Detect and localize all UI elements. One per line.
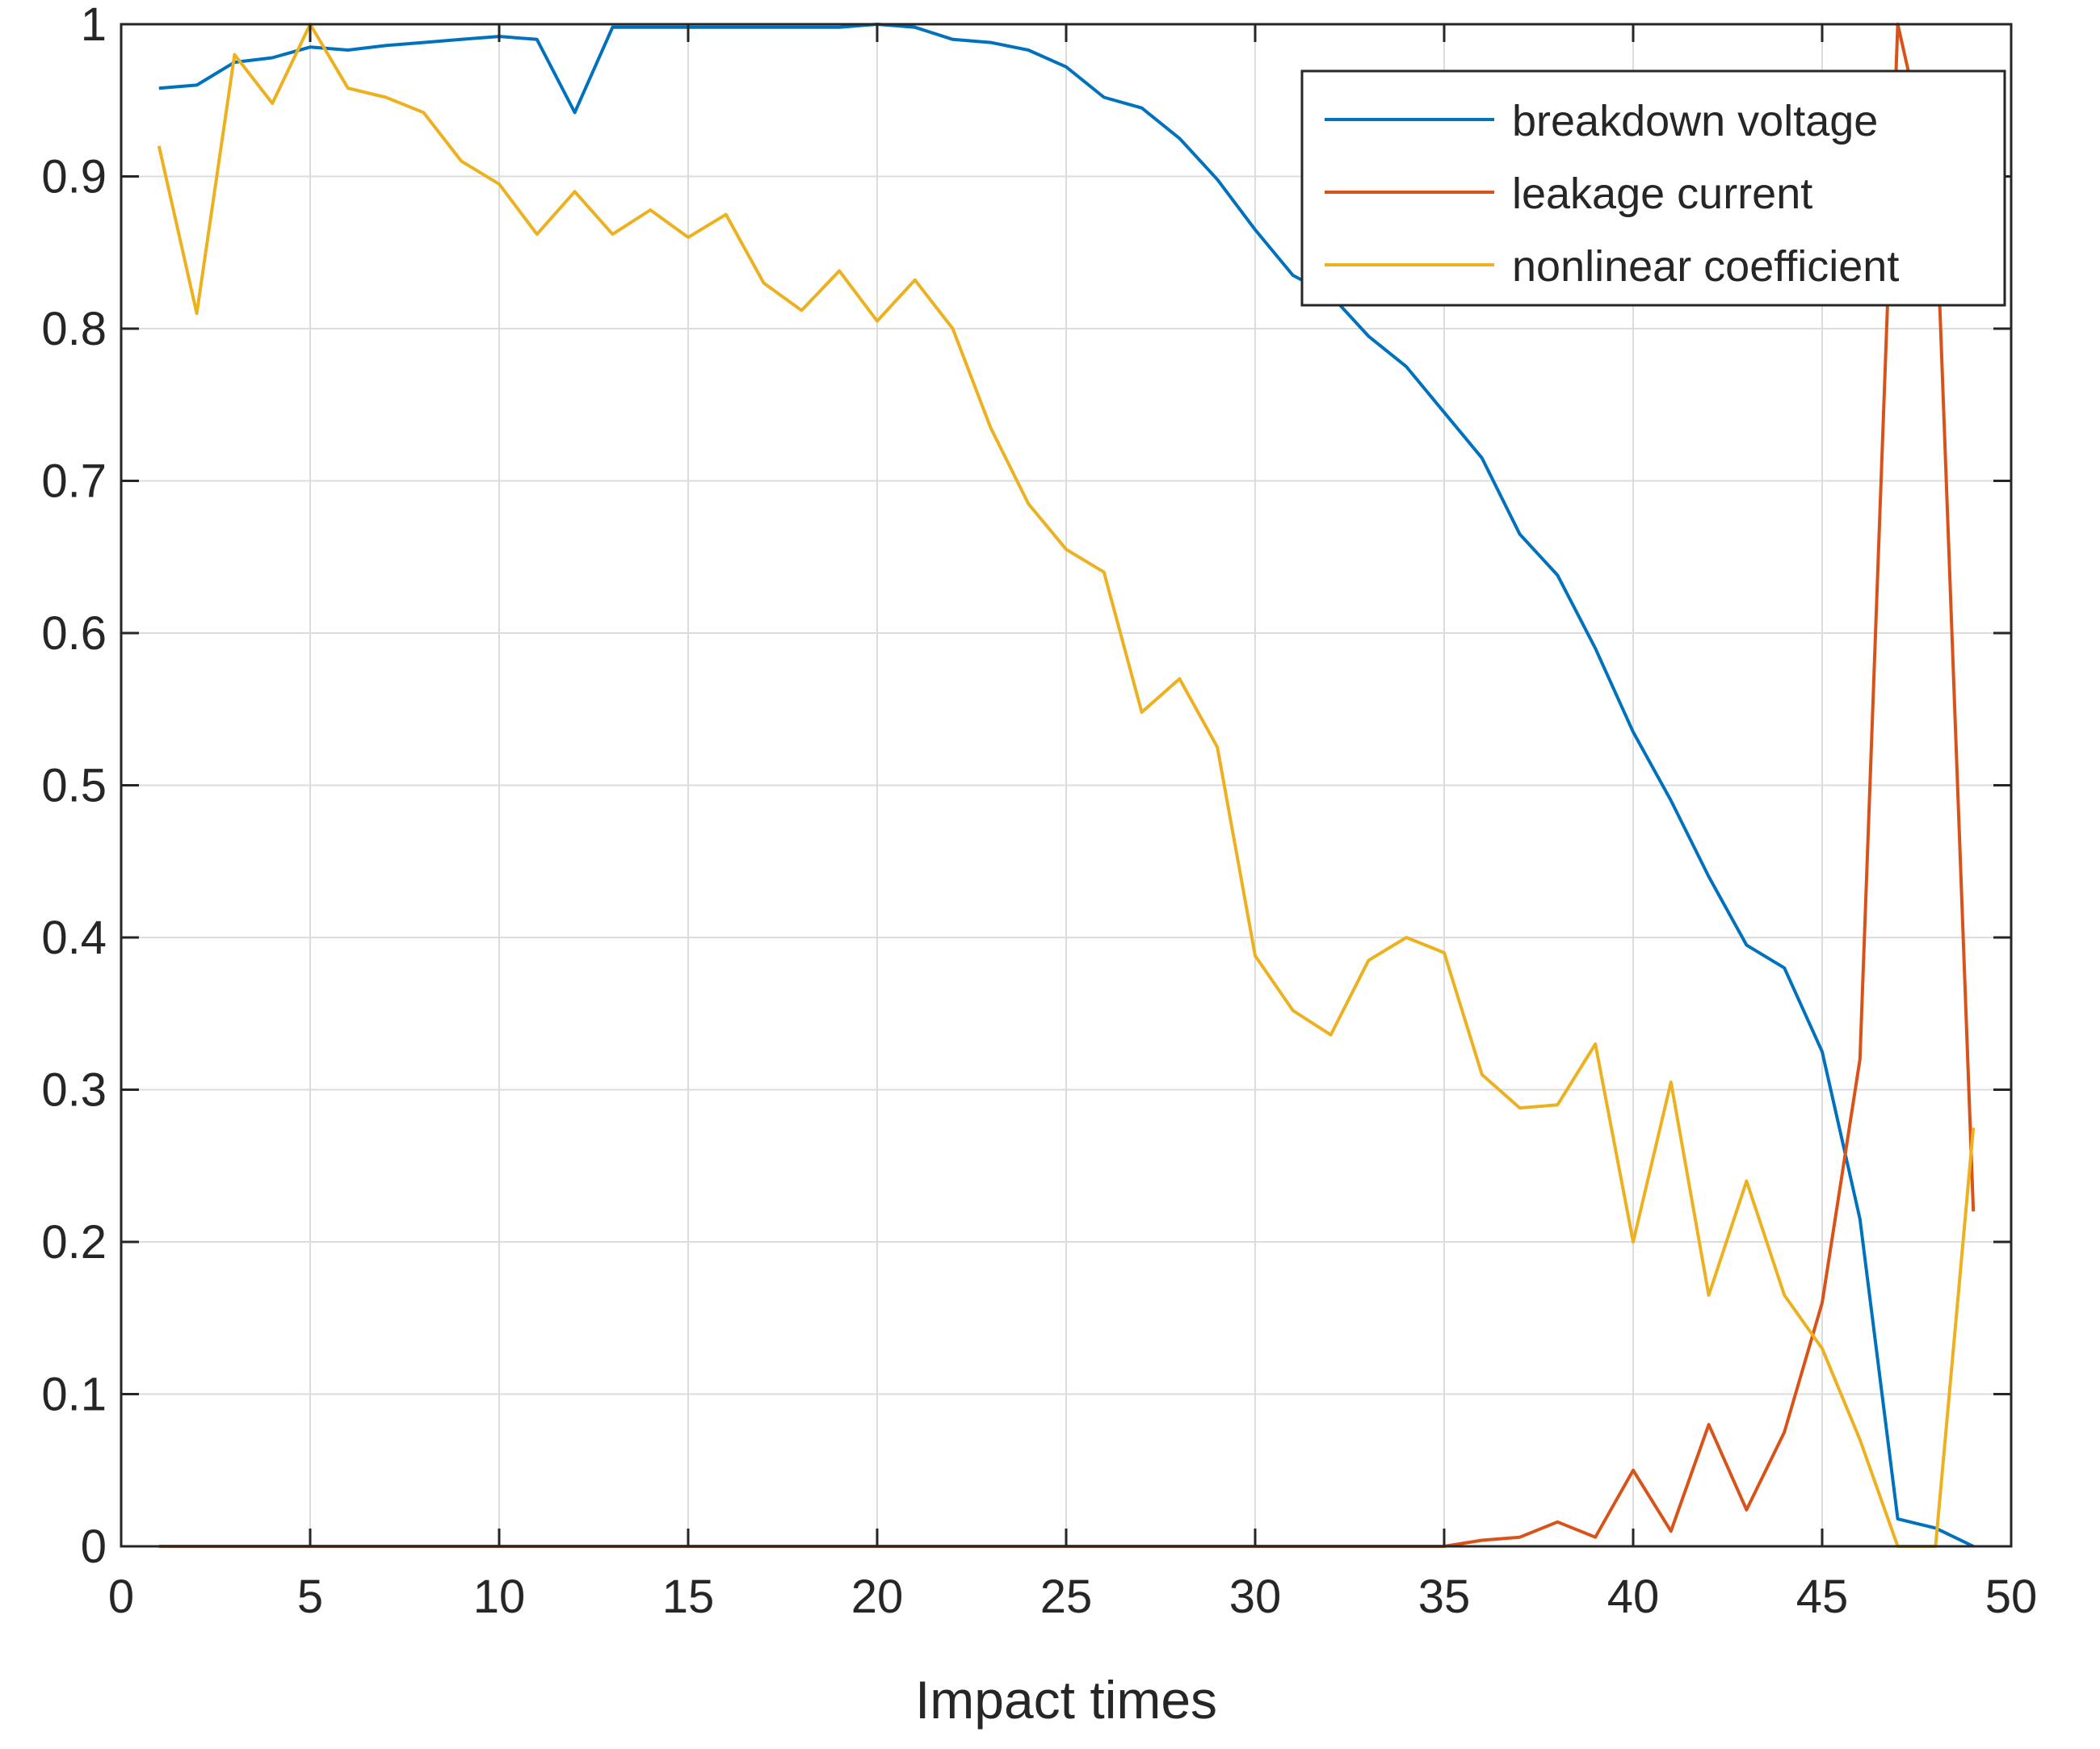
x-tick-label: 30 — [1229, 1571, 1282, 1623]
y-tick-label: 0.1 — [41, 1369, 107, 1421]
y-tick-label: 0.8 — [41, 303, 107, 355]
legend-label-nonlinear-coefficient: nonlinear coefficient — [1512, 242, 1899, 291]
x-tick-label: 20 — [851, 1571, 904, 1623]
x-tick-label: 10 — [473, 1571, 526, 1623]
x-axis-title: Impact times — [915, 1670, 1217, 1730]
y-tick-label: 0 — [81, 1520, 107, 1573]
x-tick-label: 45 — [1796, 1571, 1849, 1623]
legend-label-breakdown-voltage: breakdown voltage — [1512, 97, 1878, 145]
x-tick-label: 15 — [662, 1571, 715, 1623]
y-tick-label: 1 — [81, 0, 107, 51]
legend: breakdown voltage leakage current nonlin… — [1300, 69, 2006, 307]
x-tick-label: 0 — [108, 1571, 134, 1623]
ticks: 0 5 10 15 20 25 30 35 40 45 50 0 0.1 0.2 0.3 0.4 0.5 0.6 0… — [41, 0, 2037, 1623]
y-tick-label: 0.5 — [41, 760, 107, 812]
y-tick-label: 0.7 — [41, 455, 107, 508]
x-tick-label: 35 — [1418, 1571, 1471, 1623]
series-line-nonlinear-coefficient — [157, 23, 1976, 1548]
x-tick-label: 5 — [297, 1571, 323, 1623]
legend-label-leakage-current: leakage current — [1512, 170, 1812, 218]
series-line-breakdown-voltage — [158, 23, 1975, 1548]
x-tick-label: 25 — [1040, 1571, 1093, 1623]
y-tick-label: 0.9 — [41, 151, 107, 203]
x-tick-label: 50 — [1985, 1571, 2038, 1623]
y-tick-label: 0.2 — [41, 1216, 107, 1269]
y-tick-label: 0.4 — [41, 912, 107, 964]
y-tick-label: 0.6 — [41, 607, 107, 660]
y-tick-label: 0.3 — [41, 1064, 107, 1117]
x-tick-label: 40 — [1607, 1571, 1660, 1623]
